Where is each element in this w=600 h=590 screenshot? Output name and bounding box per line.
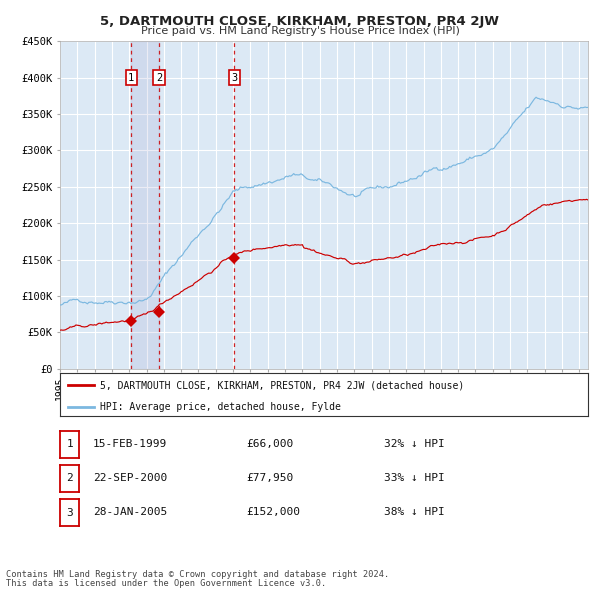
Text: This data is licensed under the Open Government Licence v3.0.: This data is licensed under the Open Gov… [6,579,326,588]
Text: 2: 2 [66,474,73,483]
Text: 15-FEB-1999: 15-FEB-1999 [93,439,167,448]
Text: 1: 1 [66,440,73,449]
Text: 32% ↓ HPI: 32% ↓ HPI [384,439,445,448]
Text: Price paid vs. HM Land Registry's House Price Index (HPI): Price paid vs. HM Land Registry's House … [140,26,460,36]
Text: 33% ↓ HPI: 33% ↓ HPI [384,473,445,483]
Text: 28-JAN-2005: 28-JAN-2005 [93,507,167,517]
Text: Contains HM Land Registry data © Crown copyright and database right 2024.: Contains HM Land Registry data © Crown c… [6,570,389,579]
Text: 5, DARTMOUTH CLOSE, KIRKHAM, PRESTON, PR4 2JW: 5, DARTMOUTH CLOSE, KIRKHAM, PRESTON, PR… [101,15,499,28]
Text: 1: 1 [128,73,134,83]
Text: 5, DARTMOUTH CLOSE, KIRKHAM, PRESTON, PR4 2JW (detached house): 5, DARTMOUTH CLOSE, KIRKHAM, PRESTON, PR… [100,381,464,391]
Text: 22-SEP-2000: 22-SEP-2000 [93,473,167,483]
Text: 3: 3 [66,508,73,517]
Bar [131,41,159,369]
Text: £66,000: £66,000 [246,439,293,448]
Text: 2: 2 [156,73,162,83]
Text: £77,950: £77,950 [246,473,293,483]
Text: £152,000: £152,000 [246,507,300,517]
Text: HPI: Average price, detached house, Fylde: HPI: Average price, detached house, Fyld… [100,402,340,412]
Text: 3: 3 [231,73,238,83]
Text: 38% ↓ HPI: 38% ↓ HPI [384,507,445,517]
